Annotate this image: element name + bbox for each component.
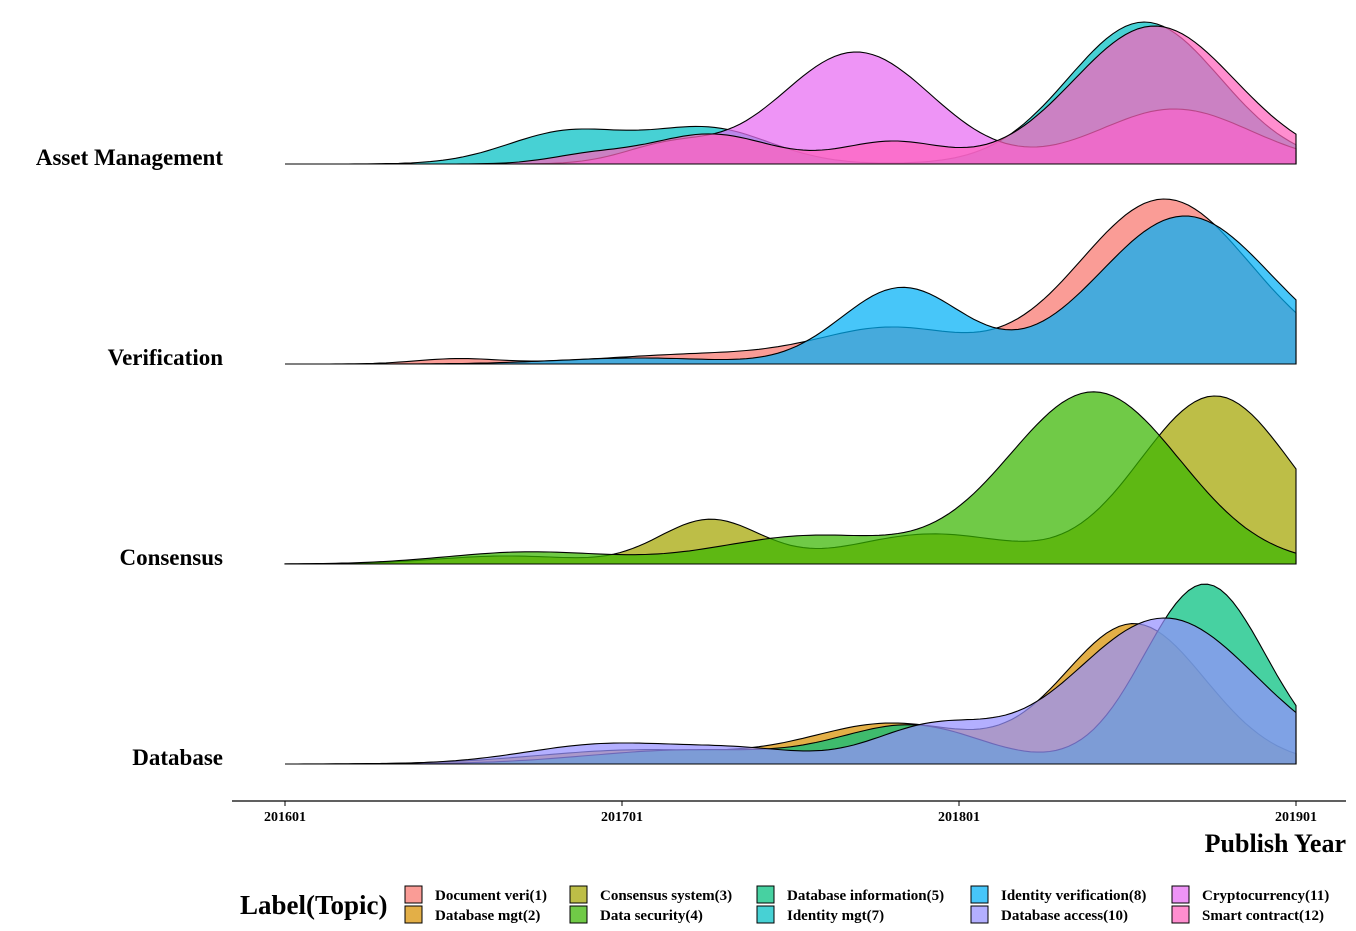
legend-swatch-smart-contract <box>1171 905 1190 924</box>
legend-label-consensus-system: Consensus system(3) <box>600 888 732 904</box>
legend-label-identity-verification: Identity verification(8) <box>1001 888 1146 904</box>
ridge-row-database <box>285 583 1297 765</box>
row-label-database: Database <box>132 745 223 770</box>
legend-label-smart-contract: Smart contract(12) <box>1202 908 1324 924</box>
ridges <box>284 21 1297 765</box>
ridge-row-asset-management <box>285 21 1297 165</box>
legend-label-cryptocurrency: Cryptocurrency(11) <box>1202 888 1329 904</box>
legend-swatch-database-information <box>756 885 775 904</box>
ridge-row-consensus <box>284 391 1297 565</box>
x-tick-label-201601: 201601 <box>264 810 306 825</box>
x-axis: 201601 201701 201801 201901 <box>232 800 1346 825</box>
row-labels: Asset Management Verification Consensus Dat… <box>36 145 223 770</box>
row-label-verification: Verification <box>108 345 224 370</box>
legend: Label(Topic) Document veri(1) Database mg… <box>240 885 1329 924</box>
legend-swatch-consensus-system <box>569 885 588 904</box>
density-smart-contract <box>285 25 1297 165</box>
x-tick-label-201901: 201901 <box>1275 810 1317 825</box>
legend-swatch-data-security <box>569 905 588 924</box>
x-tick-label-201701: 201701 <box>601 810 643 825</box>
legend-swatch-identity-mgt <box>756 905 775 924</box>
row-label-consensus: Consensus <box>119 545 223 570</box>
legend-label-identity-mgt: Identity mgt(7) <box>787 908 884 924</box>
legend-label-database-information: Database information(5) <box>787 888 944 904</box>
density-data-security <box>284 391 1297 565</box>
x-tick-label-201801: 201801 <box>938 810 980 825</box>
legend-swatch-document-veri <box>404 885 423 904</box>
legend-label-database-mgt: Database mgt(2) <box>435 908 540 924</box>
legend-label-data-security: Data security(4) <box>600 908 703 924</box>
legend-swatch-database-mgt <box>404 905 423 924</box>
density-identity-verification <box>285 215 1297 365</box>
x-axis-title: Publish Year <box>1205 829 1346 858</box>
legend-swatch-identity-verification <box>970 885 989 904</box>
legend-title: Label(Topic) <box>240 890 388 920</box>
ridge-row-verification <box>285 198 1297 365</box>
legend-label-document-veri: Document veri(1) <box>435 888 547 904</box>
row-label-asset-management: Asset Management <box>36 145 223 170</box>
legend-swatch-cryptocurrency <box>1171 885 1190 904</box>
legend-swatch-database-access <box>970 905 989 924</box>
legend-label-database-access: Database access(10) <box>1001 908 1128 924</box>
density-database-access <box>285 617 1297 765</box>
